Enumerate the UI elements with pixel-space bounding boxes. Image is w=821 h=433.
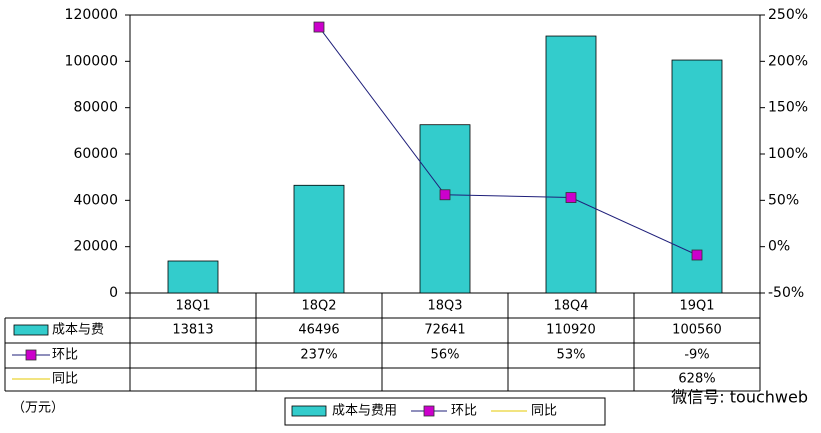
table-value: 53% — [557, 348, 586, 363]
table-value: 110920 — [546, 323, 596, 338]
bar — [419, 124, 471, 294]
y2-tick-label: 0% — [768, 239, 790, 255]
line-marker — [565, 192, 577, 203]
table-row-label: 环比 — [52, 348, 78, 363]
table-value: 46496 — [298, 323, 339, 338]
y2-tick-label: 50% — [768, 192, 799, 208]
legend-label: 同比 — [531, 404, 557, 419]
y-tick-label: 40000 — [73, 192, 118, 208]
y-tick-label: 120000 — [65, 7, 118, 23]
table-row-label: 同比 — [52, 372, 78, 387]
table-value: -9% — [684, 348, 709, 363]
y-tick-label: 80000 — [73, 100, 118, 116]
legend-label: 环比 — [451, 404, 477, 419]
unit-label: （万元） — [12, 401, 64, 416]
table-value: 72641 — [424, 323, 465, 338]
y2-tick-label: -50% — [768, 285, 804, 301]
y2-tick-label: 100% — [768, 146, 808, 162]
legend-key — [291, 405, 327, 417]
legend-key — [13, 324, 49, 336]
y2-tick-label: 250% — [768, 7, 808, 23]
y2-tick-label: 200% — [768, 53, 808, 69]
legend-key-marker — [423, 405, 435, 417]
y-tick-label: 60000 — [73, 146, 118, 162]
table-value: 628% — [678, 372, 715, 387]
x-tick-label: 18Q2 — [301, 299, 336, 314]
watermark: 微信号: touchweb — [671, 388, 808, 407]
bar — [545, 35, 597, 294]
legend-key-marker — [25, 349, 37, 361]
y-tick-label: 0 — [109, 285, 118, 301]
x-tick-label: 18Q3 — [427, 299, 462, 314]
line-marker — [439, 189, 451, 201]
x-tick-label: 18Q4 — [553, 299, 588, 314]
x-tick-label: 18Q1 — [175, 299, 210, 314]
line-series — [318, 26, 698, 256]
bar — [167, 260, 219, 294]
line-marker — [313, 21, 325, 33]
legend-label: 成本与费用 — [332, 404, 397, 419]
table-value: 100560 — [672, 323, 722, 338]
x-tick-label: 19Q1 — [679, 299, 714, 314]
y-tick-label: 20000 — [73, 239, 118, 255]
table-value: 56% — [431, 348, 460, 363]
table-row-label: 成本与费 — [52, 323, 104, 338]
table-value: 237% — [300, 348, 337, 363]
table-value: 13813 — [172, 323, 213, 338]
y-tick-label: 100000 — [65, 53, 118, 69]
line-marker — [691, 249, 703, 261]
bar — [293, 184, 345, 294]
y2-tick-label: 150% — [768, 100, 808, 116]
